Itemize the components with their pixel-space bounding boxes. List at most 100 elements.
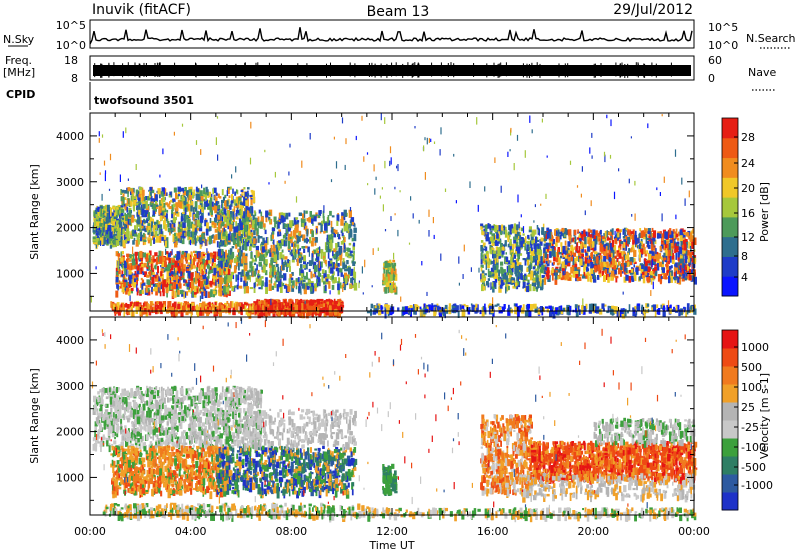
data-pixel: [198, 205, 202, 210]
data-pixel: [154, 274, 157, 279]
data-pixel: [538, 261, 542, 264]
freq-tick-mark: [447, 63, 449, 77]
data-pixel: [132, 230, 136, 235]
data-pixel: [309, 283, 312, 288]
data-pixel: [228, 233, 231, 241]
data-pixel: [286, 267, 288, 272]
data-pixel: [151, 218, 154, 224]
data-pixel: [189, 254, 192, 261]
data-pixel: [233, 206, 236, 213]
data-pixel: [193, 229, 197, 232]
data-pixel: [147, 227, 149, 235]
data-pixel: [322, 210, 325, 219]
data-pixel: [186, 268, 190, 271]
data-pixel: [311, 237, 316, 241]
data-pixel: [242, 225, 245, 228]
data-pixel: [345, 281, 347, 285]
data-pixel: [217, 201, 220, 204]
data-pixel: [308, 268, 311, 272]
data-pixel: [195, 278, 197, 285]
data-pixel: [302, 302, 306, 310]
data-pixel: [143, 225, 146, 230]
data-pixel: [158, 227, 162, 235]
data-pixel: [159, 191, 162, 195]
data-pixel: [336, 220, 339, 226]
data-pixel: [534, 259, 537, 266]
data-pixel: [521, 227, 524, 232]
data-pixel: [126, 199, 129, 205]
data-pixel: [213, 251, 217, 258]
data-pixel: [587, 228, 591, 233]
data-pixel: [278, 279, 282, 287]
data-pixel: [491, 282, 494, 287]
data-pixel: [223, 227, 225, 235]
data-pixel: [120, 213, 124, 219]
data-pixel: [203, 199, 206, 202]
data-pixel: [257, 269, 260, 274]
data-pixel: [303, 210, 306, 218]
data-pixel: [231, 286, 235, 292]
data-pixel: [622, 235, 626, 239]
data-pixel: [291, 220, 294, 227]
data-pixel: [505, 226, 507, 231]
data-pixel: [201, 206, 204, 213]
data-pixel: [517, 262, 520, 269]
data-pixel: [217, 249, 222, 256]
data-pixel: [101, 227, 105, 233]
data-pixel: [236, 207, 239, 212]
data-pixel: [191, 302, 195, 309]
data-pixel: [148, 222, 151, 230]
data-pixel: [250, 229, 253, 235]
data-pixel: [335, 229, 338, 234]
data-pixel: [95, 241, 99, 247]
data-pixel: [241, 218, 245, 222]
data-pixel: [225, 219, 228, 222]
data-pixel: [196, 228, 200, 231]
data-pixel: [159, 284, 163, 290]
data-pixel: [190, 231, 193, 238]
data-pixel: [138, 303, 141, 311]
data-pixel: [141, 208, 145, 215]
data-pixel: [174, 260, 178, 268]
data-pixel: [281, 274, 284, 279]
data-pixel: [269, 267, 272, 276]
data-pixel: [145, 285, 149, 293]
data-pixel: [258, 299, 261, 303]
freq-tick-mark: [255, 62, 257, 77]
nave-tick-top: 60: [708, 54, 722, 67]
data-pixel: [389, 263, 391, 268]
data-pixel: [180, 260, 184, 268]
data-pixel: [382, 267, 386, 270]
data-pixel: [240, 201, 242, 205]
data-pixel: [179, 281, 181, 285]
data-pixel: [511, 228, 515, 234]
data-pixel: [497, 252, 502, 257]
data-pixel: [280, 238, 284, 245]
data-pixel: [203, 262, 206, 270]
data-pixel: [198, 306, 200, 313]
data-pixel: [165, 225, 168, 231]
data-pixel: [383, 268, 386, 274]
data-pixel: [214, 302, 217, 306]
data-pixel: [154, 264, 157, 270]
data-pixel: [247, 229, 252, 236]
data-pixel: [205, 192, 209, 195]
data-pixel: [261, 253, 264, 262]
data-pixel: [303, 248, 306, 253]
freq-tick-mark: [564, 63, 566, 78]
data-pixel: [255, 245, 259, 251]
data-pixel: [264, 263, 268, 267]
data-pixel: [154, 252, 158, 257]
data-pixel: [569, 274, 573, 278]
data-pixel: [264, 270, 268, 276]
data-pixel: [146, 279, 150, 285]
data-pixel: [248, 223, 252, 229]
power-heatmap: [90, 113, 697, 319]
data-pixel: [271, 252, 274, 258]
data-pixel: [328, 281, 331, 289]
data-pixel: [174, 270, 178, 279]
data-pixel: [348, 267, 351, 275]
data-pixel: [238, 249, 241, 256]
data-pixel: [389, 286, 391, 293]
data-pixel: [216, 211, 219, 215]
